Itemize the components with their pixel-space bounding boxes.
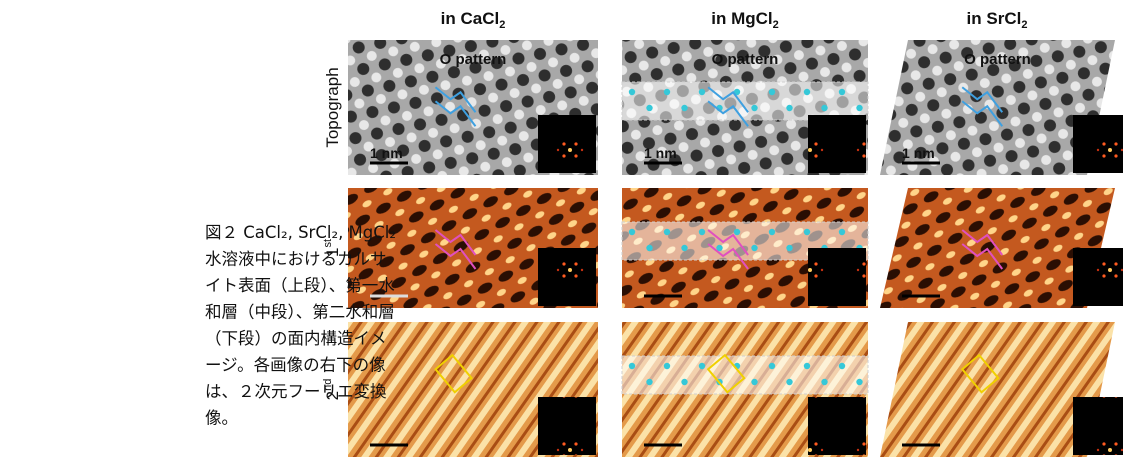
model-atom xyxy=(734,229,740,235)
caption-line: イト表面（上段）、第一水 xyxy=(205,276,395,295)
model-atom xyxy=(856,379,862,385)
fft-inset xyxy=(538,115,596,173)
model-atom xyxy=(769,229,775,235)
model-atom xyxy=(629,89,635,95)
model-atom xyxy=(629,229,635,235)
model-atom xyxy=(664,89,670,95)
model-atom xyxy=(786,245,792,251)
header-subscript: 2 xyxy=(773,19,779,31)
caption-line: 和層（中段）、第二水和層 xyxy=(205,303,395,322)
model-atom xyxy=(769,363,775,369)
caption-line: 像。 xyxy=(205,409,238,428)
model-atom xyxy=(646,245,652,251)
row-superscript: st xyxy=(322,239,334,248)
fft-inset xyxy=(808,248,866,306)
header-subscript: 2 xyxy=(499,19,505,31)
header-subscript: 2 xyxy=(1021,19,1027,31)
model-atom xyxy=(856,105,862,111)
model-atom xyxy=(786,379,792,385)
column-header: in SrCl2 xyxy=(967,9,1028,31)
figure: 図２ CaCl₂, SrCl₂, MgCl₂ 水溶液中におけるカルサイト表面（上段… xyxy=(0,0,1123,461)
model-atom xyxy=(839,363,845,369)
fft-inset xyxy=(808,397,866,455)
model-overlay xyxy=(622,82,868,120)
column-header: in MgCl2 xyxy=(711,9,779,31)
model-atom xyxy=(839,89,845,95)
column-header: in CaCl2 xyxy=(441,9,506,31)
model-atom xyxy=(681,245,687,251)
model-atom xyxy=(804,229,810,235)
panel-label: O pattern xyxy=(712,51,779,68)
scale-label: 1 nm xyxy=(644,145,677,161)
fft-inset xyxy=(538,397,596,455)
row-text: 2 xyxy=(323,391,342,400)
model-atom xyxy=(629,363,635,369)
model-atom xyxy=(664,363,670,369)
scale-label: 1 nm xyxy=(370,145,403,161)
fft-inset xyxy=(1073,115,1123,173)
model-atom xyxy=(664,229,670,235)
model-atom xyxy=(699,89,705,95)
caption-line: は、２次元フーリエ変換 xyxy=(205,382,387,401)
row-text: 1 xyxy=(323,248,342,257)
model-atom xyxy=(681,105,687,111)
model-atom xyxy=(751,105,757,111)
row-superscript: nd xyxy=(322,379,334,391)
fft-inset xyxy=(538,248,596,306)
model-atom xyxy=(751,245,757,251)
model-atom xyxy=(681,379,687,385)
model-atom xyxy=(646,105,652,111)
panel-label: O pattern xyxy=(440,51,507,68)
fft-inset xyxy=(808,115,866,173)
model-overlay xyxy=(622,356,868,394)
fft-inset xyxy=(1073,248,1123,306)
header-text: in CaCl xyxy=(441,9,500,28)
header-text: in SrCl xyxy=(967,9,1022,28)
row-text: Topograph xyxy=(323,67,342,147)
fft-inset xyxy=(1073,397,1123,455)
model-atom xyxy=(821,105,827,111)
model-atom xyxy=(751,379,757,385)
panels xyxy=(348,40,1123,457)
model-atom xyxy=(804,363,810,369)
model-atom xyxy=(646,379,652,385)
model-atom xyxy=(821,379,827,385)
model-atom xyxy=(786,105,792,111)
header-text: in MgCl xyxy=(711,9,772,28)
panel-label: O pattern xyxy=(964,51,1031,68)
model-atom xyxy=(699,363,705,369)
model-atom xyxy=(699,229,705,235)
model-atom xyxy=(769,89,775,95)
caption-line: 水溶液中におけるカルサ xyxy=(205,250,387,269)
model-atom xyxy=(839,229,845,235)
model-atom xyxy=(804,89,810,95)
caption-line: 図２ CaCl₂, SrCl₂, MgCl₂ xyxy=(205,223,396,242)
caption-line: ージ。各画像の右下の像 xyxy=(205,356,386,375)
scale-label: 1 nm xyxy=(902,145,935,161)
caption-line: （下段）の面内構造イメ xyxy=(205,329,387,348)
row-label: Topograph xyxy=(323,67,342,147)
